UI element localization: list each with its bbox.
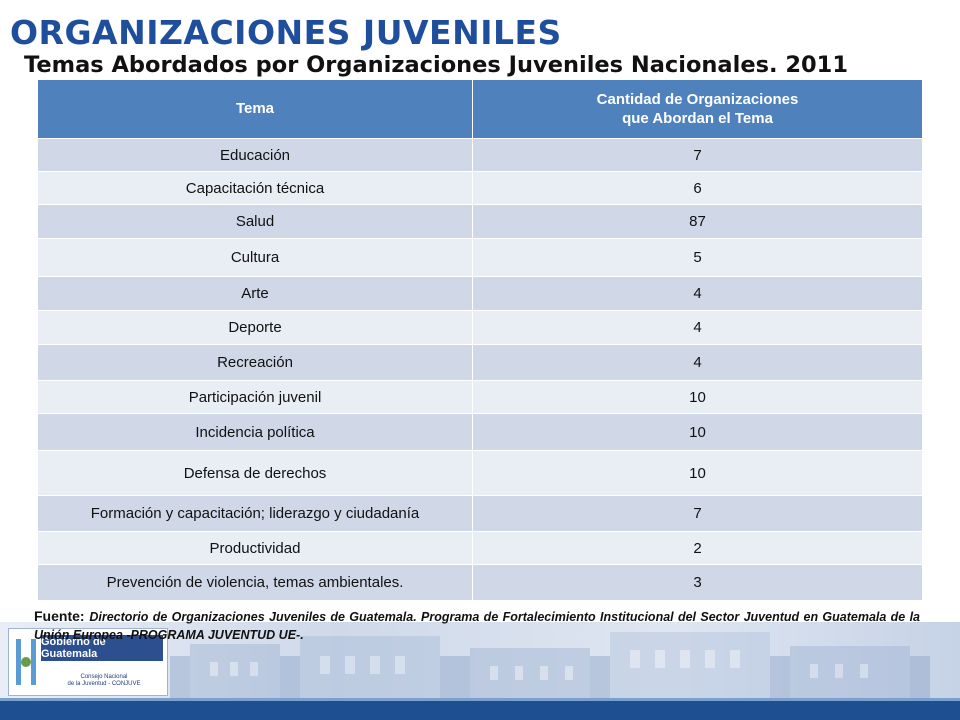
cell-cantidad: 10: [472, 450, 922, 496]
cell-tema: Defensa de derechos: [38, 450, 473, 496]
table-row: Productividad 2: [38, 531, 922, 565]
cell-cantidad: 10: [472, 380, 922, 414]
table-row: Educación 7: [38, 138, 922, 172]
bottom-stripe-accent: [0, 698, 960, 701]
conjuve-label: Consejo Nacional de la Juventud - CONJUV…: [49, 669, 159, 693]
cell-cantidad: 7: [472, 495, 922, 532]
cell-tema: Formación y capacitación; liderazgo y ci…: [38, 495, 473, 532]
cell-tema: Prevención de violencia, temas ambiental…: [38, 564, 473, 600]
bottom-stripe: [0, 698, 960, 720]
header-cantidad: Cantidad de Organizaciones que Abordan e…: [472, 80, 922, 139]
topics-table: Tema Cantidad de Organizaciones que Abor…: [38, 80, 922, 600]
cell-cantidad: 4: [472, 344, 922, 381]
table-row: Deporte 4: [38, 310, 922, 345]
slide-subtitle: Temas Abordados por Organizaciones Juven…: [24, 52, 848, 78]
cell-tema: Participación juvenil: [38, 380, 473, 414]
topics-table-container: Tema Cantidad de Organizaciones que Abor…: [38, 80, 922, 600]
cell-tema: Recreación: [38, 344, 473, 381]
cell-tema: Salud: [38, 204, 473, 239]
cell-cantidad: 4: [472, 276, 922, 311]
table-row: Capacitación técnica 6: [38, 171, 922, 205]
cell-cantidad: 5: [472, 238, 922, 277]
palace-silhouette-icon: [170, 632, 930, 698]
header-tema: Tema: [38, 80, 473, 139]
coat-of-arms-icon: [13, 633, 39, 691]
cell-tema: Productividad: [38, 531, 473, 565]
header-cantidad-line2: que Abordan el Tema: [622, 110, 773, 127]
source-note: Fuente: Directorio de Organizaciones Juv…: [34, 607, 920, 644]
conjuve-line2: de la Juventud - CONJUVE: [67, 681, 141, 687]
cell-tema: Capacitación técnica: [38, 171, 473, 205]
cell-tema: Arte: [38, 276, 473, 311]
table-body: Educación 7 Capacitación técnica 6 Salud…: [38, 138, 922, 600]
table-row: Incidencia política 10: [38, 413, 922, 451]
cell-cantidad: 6: [472, 171, 922, 205]
cell-tema: Deporte: [38, 310, 473, 345]
cell-cantidad: 7: [472, 138, 922, 172]
table-row: Salud 87: [38, 204, 922, 239]
cell-tema: Cultura: [38, 238, 473, 277]
table-row: Prevención de violencia, temas ambiental…: [38, 564, 922, 600]
slide-title: ORGANIZACIONES JUVENILES: [10, 13, 562, 52]
header-cantidad-line1: Cantidad de Organizaciones: [596, 90, 799, 108]
cell-cantidad: 4: [472, 310, 922, 345]
table-row: Formación y capacitación; liderazgo y ci…: [38, 495, 922, 532]
government-label: Gobierno de Guatemala: [41, 635, 163, 661]
cell-tema: Educación: [38, 138, 473, 172]
cell-tema: Incidencia política: [38, 413, 473, 451]
footer-band: Gobierno de Guatemala Consejo Nacional d…: [0, 622, 960, 698]
cell-cantidad: 2: [472, 531, 922, 565]
table-row: Arte 4: [38, 276, 922, 311]
table-header-row: Tema Cantidad de Organizaciones que Abor…: [38, 80, 922, 139]
cell-cantidad: 3: [472, 564, 922, 600]
government-logo: Gobierno de Guatemala Consejo Nacional d…: [8, 628, 168, 696]
source-text: Directorio de Organizaciones Juveniles d…: [34, 610, 921, 643]
source-label: Fuente:: [34, 608, 85, 624]
table-row: Recreación 4: [38, 344, 922, 381]
cell-cantidad: 10: [472, 413, 922, 451]
cell-cantidad: 87: [472, 204, 922, 239]
conjuve-line1: Consejo Nacional: [80, 674, 128, 681]
table-row: Defensa de derechos 10: [38, 450, 922, 496]
table-row: Cultura 5: [38, 238, 922, 277]
table-row: Participación juvenil 10: [38, 380, 922, 414]
